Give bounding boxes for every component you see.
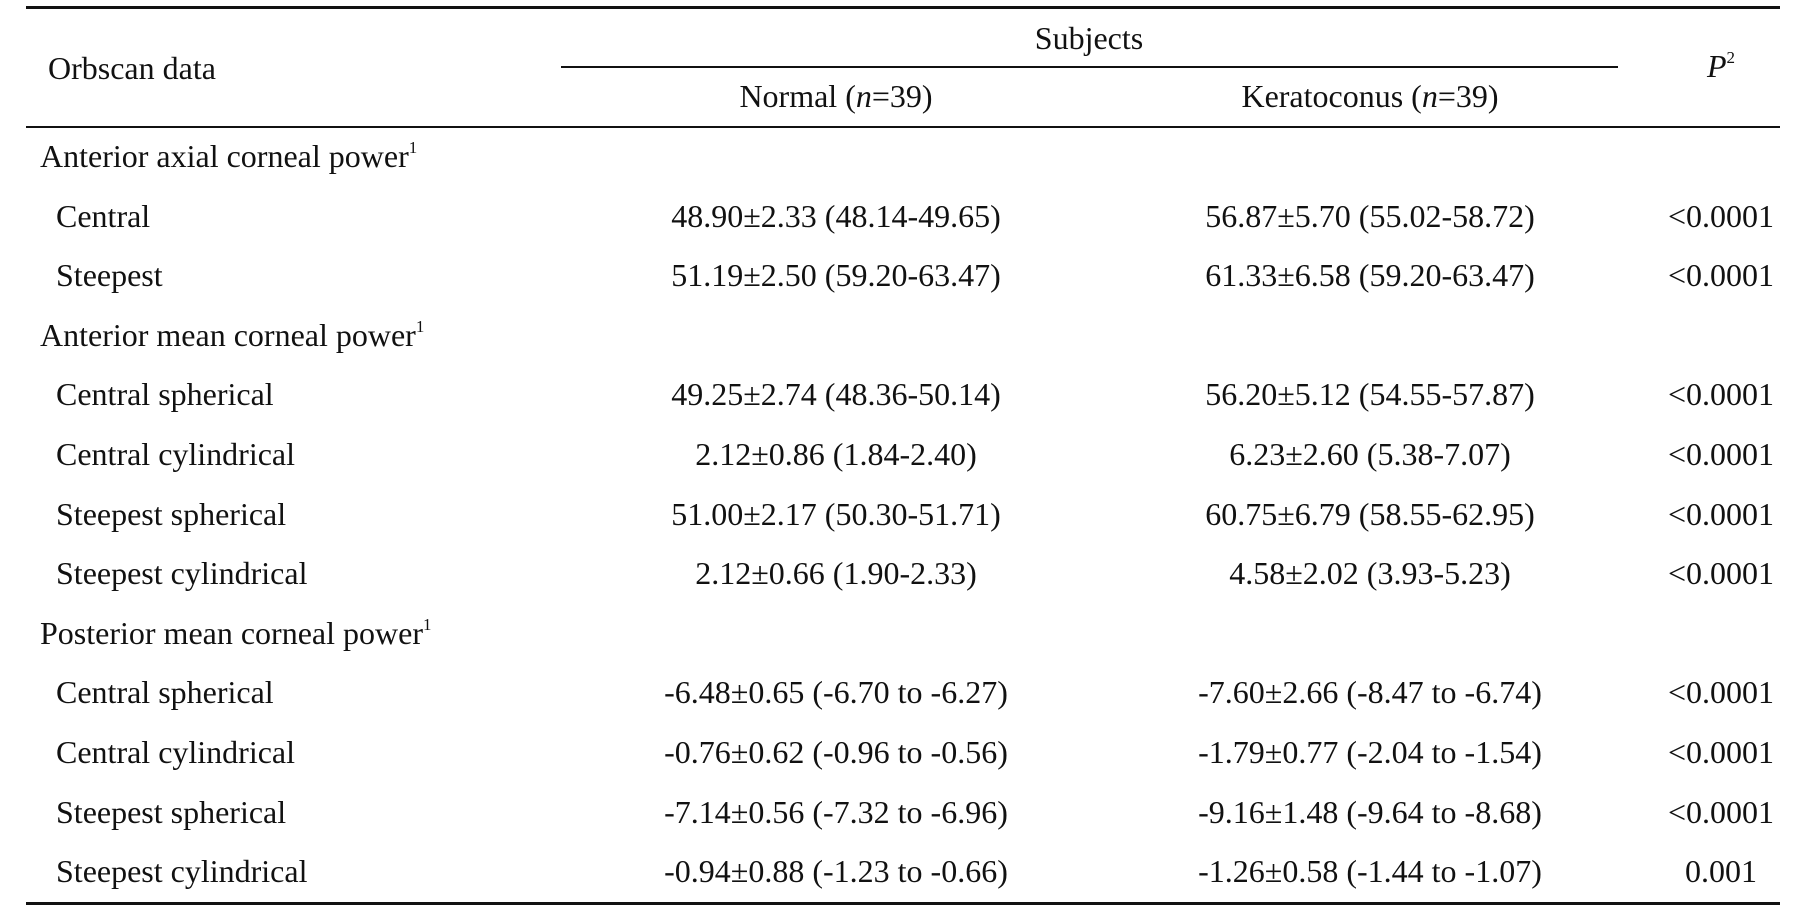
footnote-marker: 1: [415, 317, 425, 336]
keratoconus-value: 60.75±6.79 (58.55-62.95): [1205, 496, 1535, 532]
footnote-marker: 1: [422, 615, 432, 634]
p-value: <0.0001: [1667, 436, 1775, 472]
label-text: Central cylindrical: [56, 436, 296, 472]
keratoconus-value: -1.26±0.58 (-1.44 to -1.07): [1198, 853, 1542, 889]
p-value: <0.0001: [1667, 198, 1775, 234]
keratoconus-value: 61.33±6.58 (59.20-63.47): [1205, 257, 1535, 293]
label-text: Steepest: [56, 257, 163, 293]
normal-value: 2.12±0.66 (1.90-2.33): [695, 555, 977, 591]
footnote-marker: 1: [408, 138, 418, 157]
p-value: <0.0001: [1667, 376, 1775, 412]
p-value: <0.0001: [1667, 734, 1775, 770]
section-row: Anterior axial corneal power1: [26, 136, 1780, 176]
label-text: Central: [56, 198, 151, 234]
table-row: Central cylindrical -0.76±0.62 (-0.96 to …: [26, 732, 1780, 772]
table-row: Steepest 51.19±2.50 (59.20-63.47) 61.33±6.…: [26, 255, 1780, 295]
header-kerato-count: =39): [1437, 78, 1499, 114]
subjects-rule: [561, 66, 1618, 68]
row-label: Steepest spherical: [56, 494, 286, 534]
row-label: Central cylindrical: [56, 434, 295, 474]
row-label: Steepest cylindrical: [56, 851, 307, 891]
label-text: Central spherical: [56, 674, 274, 710]
header-p-value: P2: [1707, 46, 1735, 86]
keratoconus-value: 4.58±2.02 (3.93-5.23): [1229, 555, 1511, 591]
section-label: Anterior axial corneal power1: [40, 136, 417, 176]
table-row: Central 48.90±2.33 (48.14-49.65) 56.87±5.7…: [26, 196, 1780, 236]
row-label: Steepest spherical: [56, 792, 286, 832]
table-row: Steepest cylindrical 2.12±0.66 (1.90-2.33…: [26, 553, 1780, 593]
label-text: Steepest spherical: [56, 794, 287, 830]
keratoconus-value: -1.79±0.77 (-2.04 to -1.54): [1198, 734, 1542, 770]
keratoconus-value: -9.16±1.48 (-9.64 to -8.68): [1198, 794, 1542, 830]
p-value: <0.0001: [1667, 257, 1775, 293]
section-row: Posterior mean corneal power1: [26, 613, 1780, 653]
keratoconus-value: -7.60±2.66 (-8.47 to -6.74): [1198, 674, 1542, 710]
header-p-footnote: 2: [1726, 48, 1736, 67]
header-rule: [26, 126, 1780, 128]
table-row: Central spherical -6.48±0.65 (-6.70 to -6…: [26, 672, 1780, 712]
row-label: Central spherical: [56, 374, 274, 414]
header-p-symbol: P: [1706, 48, 1727, 84]
section-label: Anterior mean corneal power1: [40, 315, 424, 355]
label-text: Posterior mean corneal power: [40, 615, 423, 651]
table-row: Central spherical 49.25±2.74 (48.36-50.14…: [26, 374, 1780, 414]
normal-value: -0.94±0.88 (-1.23 to -0.66): [664, 853, 1008, 889]
header-orbscan-data: Orbscan data: [48, 50, 216, 86]
normal-value: -7.14±0.56 (-7.32 to -6.96): [664, 794, 1008, 830]
header-normal-n: n: [855, 78, 872, 114]
label-text: Central cylindrical: [56, 734, 296, 770]
p-value: <0.0001: [1667, 794, 1775, 830]
keratoconus-value: 56.20±5.12 (54.55-57.87): [1205, 376, 1535, 412]
header-keratoconus: Keratoconus (n=39): [1241, 76, 1498, 116]
row-label: Central: [56, 196, 150, 236]
label-text: Steepest spherical: [56, 496, 287, 532]
label-text: Steepest cylindrical: [56, 555, 308, 591]
header-normal-prefix: Normal (: [739, 78, 856, 114]
header-subjects: Subjects: [1034, 20, 1144, 56]
table-row: Central cylindrical 2.12±0.86 (1.84-2.40)…: [26, 434, 1780, 474]
normal-value: -6.48±0.65 (-6.70 to -6.27): [664, 674, 1008, 710]
table-row: Steepest spherical 51.00±2.17 (50.30-51.7…: [26, 494, 1780, 534]
normal-value: 2.12±0.86 (1.84-2.40): [695, 436, 977, 472]
section-row: Anterior mean corneal power1: [26, 315, 1780, 355]
header-kerato-prefix: Keratoconus (: [1241, 78, 1422, 114]
table-row: Steepest cylindrical -0.94±0.88 (-1.23 to…: [26, 851, 1780, 891]
label-text: Anterior mean corneal power: [40, 317, 416, 353]
top-rule: [26, 6, 1780, 9]
header-kerato-n: n: [1421, 78, 1438, 114]
header-normal-count: =39): [871, 78, 933, 114]
row-label: Steepest cylindrical: [56, 553, 307, 593]
row-label: Steepest: [56, 255, 163, 295]
header-normal: Normal (n=39): [739, 76, 932, 116]
bottom-rule: [26, 902, 1780, 905]
p-value: <0.0001: [1667, 555, 1775, 591]
row-label: Central spherical: [56, 672, 274, 712]
normal-value: 48.90±2.33 (48.14-49.65): [671, 198, 1001, 234]
table-row: Steepest spherical -7.14±0.56 (-7.32 to -…: [26, 792, 1780, 832]
row-label: Central cylindrical: [56, 732, 295, 772]
section-label: Posterior mean corneal power1: [40, 613, 431, 653]
p-value: 0.001: [1685, 853, 1757, 889]
keratoconus-value: 6.23±2.60 (5.38-7.07): [1229, 436, 1511, 472]
normal-value: 49.25±2.74 (48.36-50.14): [671, 376, 1001, 412]
p-value: <0.0001: [1667, 496, 1775, 532]
normal-value: -0.76±0.62 (-0.96 to -0.56): [664, 734, 1008, 770]
normal-value: 51.19±2.50 (59.20-63.47): [671, 257, 1001, 293]
p-value: <0.0001: [1667, 674, 1775, 710]
label-text: Anterior axial corneal power: [40, 138, 409, 174]
keratoconus-value: 56.87±5.70 (55.02-58.72): [1205, 198, 1535, 234]
normal-value: 51.00±2.17 (50.30-51.71): [671, 496, 1001, 532]
label-text: Central spherical: [56, 376, 274, 412]
label-text: Steepest cylindrical: [56, 853, 308, 889]
